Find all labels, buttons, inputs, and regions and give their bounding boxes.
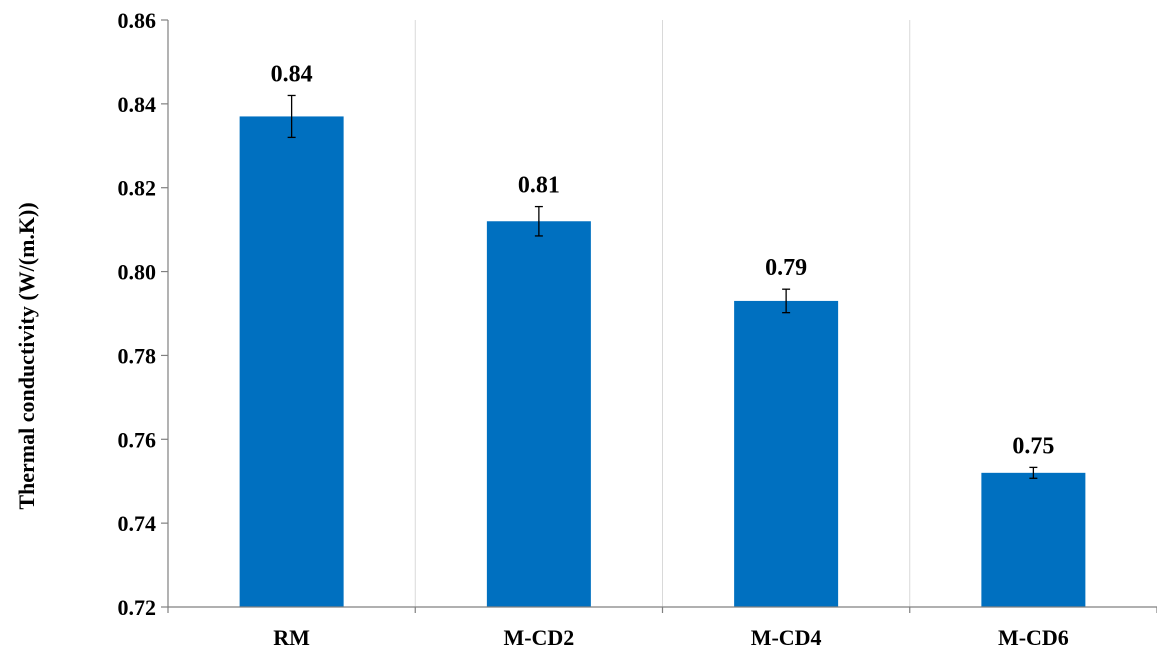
y-tick-label: 0.76 xyxy=(118,427,157,452)
y-tick-label: 0.74 xyxy=(118,511,157,536)
category-label: M-CD6 xyxy=(998,625,1069,650)
gridlines xyxy=(414,20,911,607)
category-label: M-CD2 xyxy=(503,625,574,650)
y-tick-label: 0.86 xyxy=(118,8,157,33)
bar xyxy=(486,221,591,607)
y-tick-label: 0.82 xyxy=(118,176,157,201)
bar xyxy=(981,472,1086,607)
y-axis-title: Thermal conductivity (W/(m.K)) xyxy=(14,202,39,509)
data-label: 0.75 xyxy=(1012,433,1054,459)
error-bars xyxy=(287,94,1038,479)
x-categories: RM M-CD2 M-CD4 M-CD6 xyxy=(273,625,1069,650)
bar xyxy=(734,300,839,607)
y-ticks: 0.72 0.74 0.76 0.78 0.80 0.82 0.84 0.86 xyxy=(118,8,168,620)
data-label: 0.84 xyxy=(271,61,313,87)
data-label: 0.79 xyxy=(765,255,807,281)
data-labels: 0.84 0.81 0.79 0.75 xyxy=(271,61,1055,459)
axes xyxy=(167,20,1157,613)
data-label: 0.81 xyxy=(518,173,560,199)
category-label: RM xyxy=(273,625,310,650)
y-tick-label: 0.72 xyxy=(118,595,157,620)
y-tick-label: 0.78 xyxy=(118,343,157,368)
bars xyxy=(239,116,1086,607)
y-tick-label: 0.80 xyxy=(118,260,157,285)
category-label: M-CD4 xyxy=(751,625,822,650)
y-tick-label: 0.84 xyxy=(118,92,157,117)
bar xyxy=(239,116,344,607)
